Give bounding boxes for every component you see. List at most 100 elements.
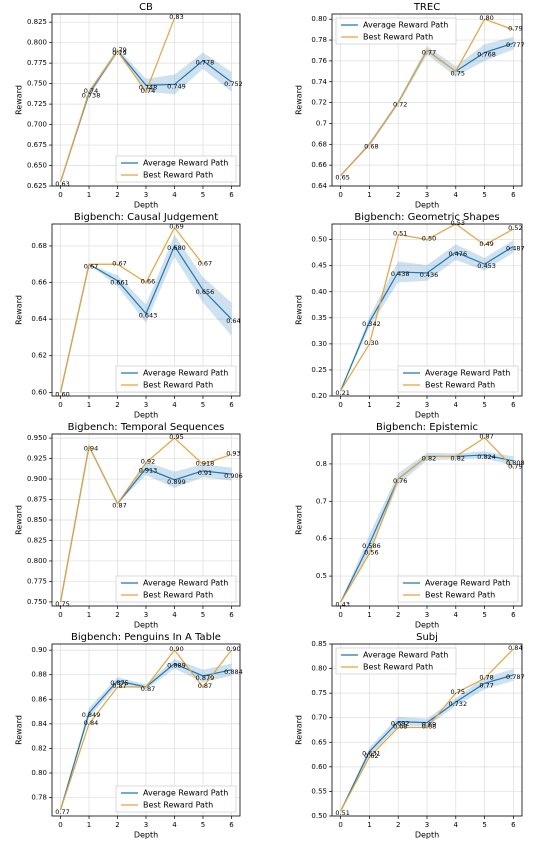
- y-tick-label: 0.25: [311, 366, 327, 374]
- y-tick-label: 0.900: [27, 475, 47, 483]
- y-tick-label: 0.5: [316, 572, 327, 580]
- data-label: 0.78: [479, 673, 493, 681]
- x-tick-label: 0: [338, 401, 342, 409]
- series-line: [340, 245, 514, 392]
- x-tick-label: 4: [454, 821, 459, 829]
- x-tick-label: 3: [144, 821, 148, 829]
- x-tick-label: 5: [482, 611, 486, 619]
- x-tick-label: 2: [396, 821, 400, 829]
- legend-label: Average Reward Path: [143, 579, 228, 588]
- y-tick-label: 0.750: [27, 80, 47, 88]
- legend-label: Best Reward Path: [143, 591, 213, 600]
- legend-label: Best Reward Path: [143, 801, 213, 810]
- x-tick-label: 3: [425, 821, 429, 829]
- y-tick-label: 0.90: [31, 646, 47, 654]
- y-axis-label: Reward: [15, 295, 24, 325]
- series-line: [340, 436, 514, 603]
- y-tick-label: 0.86: [31, 695, 47, 703]
- x-tick-label: 2: [115, 821, 119, 829]
- x-tick-label: 6: [229, 401, 234, 409]
- subplot: Bigbench: Epistemic 0.5 0.6 0.7 0.8 0 1 2 3 4 5 6 De…: [295, 422, 525, 630]
- legend-label: Best Reward Path: [143, 171, 213, 180]
- y-tick-label: 0.775: [27, 577, 47, 585]
- x-tick-label: 1: [87, 401, 91, 409]
- x-tick-label: 6: [229, 611, 234, 619]
- y-axis-label: Reward: [15, 505, 24, 535]
- x-tick-label: 3: [144, 401, 148, 409]
- data-label: 0.738: [82, 91, 101, 99]
- data-label: 0.884: [224, 668, 243, 676]
- y-tick-label: 0.85: [311, 640, 327, 648]
- subplot: Bigbench: Geometric Shapes 0.20 0.25 0.30 0.…: [295, 212, 525, 420]
- subplot-title: Bigbench: Epistemic: [376, 422, 478, 433]
- y-tick-label: 0.700: [27, 121, 47, 129]
- subplot-title: Bigbench: Penguins In A Table: [71, 632, 221, 643]
- data-label: 0.748: [139, 83, 158, 91]
- y-tick-label: 0.7: [316, 497, 327, 505]
- data-label: 0.75: [55, 600, 69, 608]
- subplot: TREC 0.64 0.66 0.68 0.7 0.72 0.74 0.76 0.78 0.80 0…: [295, 2, 525, 210]
- data-label: 0.52: [508, 224, 522, 232]
- y-tick-label: 0.850: [27, 516, 47, 524]
- legend-box: [335, 647, 457, 675]
- x-tick-label: 0: [58, 401, 62, 409]
- data-label: 0.918: [196, 459, 215, 467]
- plot-frame: [331, 13, 523, 187]
- data-label: 0.889: [167, 662, 186, 670]
- x-tick-label: 2: [396, 611, 400, 619]
- data-label: 0.82: [422, 454, 436, 462]
- data-label: 0.67: [84, 262, 98, 270]
- legend-label: Best Reward Path: [363, 663, 433, 672]
- legend-box: [115, 785, 237, 813]
- series-line: [340, 18, 514, 176]
- x-axis-label: Depth: [415, 621, 439, 630]
- data-label: 0.21: [335, 389, 349, 397]
- legend-label: Average Reward Path: [425, 579, 510, 588]
- data-label: 0.75: [451, 69, 465, 77]
- x-tick-label: 6: [229, 821, 234, 829]
- data-label: 0.82: [451, 454, 465, 462]
- y-tick-label: 0.20: [311, 392, 327, 400]
- data-label: 0.487: [506, 244, 525, 252]
- subplot-title: TREC: [413, 2, 440, 13]
- data-label: 0.476: [448, 250, 467, 258]
- data-label: 0.906: [224, 472, 243, 480]
- data-label: 0.79: [112, 49, 126, 57]
- y-axis-label: Reward: [15, 715, 24, 745]
- data-label: 0.643: [139, 312, 158, 320]
- x-tick-label: 3: [425, 401, 429, 409]
- y-tick-label: 0.62: [31, 352, 47, 360]
- data-label: 0.80: [479, 14, 493, 22]
- y-tick-label: 0.8: [316, 460, 327, 468]
- data-label: 0.808: [506, 459, 525, 467]
- y-tick-label: 0.800: [27, 39, 47, 47]
- x-tick-label: 1: [87, 191, 91, 199]
- x-tick-label: 5: [201, 611, 205, 619]
- data-label: 0.824: [477, 453, 496, 461]
- y-tick-label: 0.64: [31, 315, 47, 323]
- data-label: 0.778: [196, 59, 215, 67]
- legend-label: Average Reward Path: [143, 789, 228, 798]
- x-tick-label: 6: [511, 821, 516, 829]
- data-label: 0.67: [112, 259, 126, 267]
- x-tick-label: 3: [425, 611, 429, 619]
- data-label: 0.77: [55, 808, 69, 816]
- plot-frame: [51, 223, 241, 397]
- subplot: Subj 0.50 0.55 0.60 0.65 0.70 0.75 0.80 0.85 0 1 2 3…: [295, 632, 525, 840]
- data-label: 0.64: [226, 317, 240, 325]
- data-label: 0.84: [508, 644, 522, 652]
- data-label: 0.342: [362, 320, 381, 328]
- data-label: 0.67: [198, 259, 212, 267]
- x-tick-label: 1: [367, 611, 371, 619]
- data-label: 0.777: [506, 41, 525, 49]
- data-label: 0.49: [479, 240, 493, 248]
- y-tick-label: 0.68: [311, 140, 327, 148]
- series-line: [340, 674, 514, 812]
- y-tick-label: 0.825: [27, 536, 47, 544]
- data-label: 0.631: [362, 750, 381, 758]
- y-tick-label: 0.750: [27, 598, 47, 606]
- x-tick-label: 0: [338, 191, 342, 199]
- x-tick-label: 6: [511, 191, 516, 199]
- data-label: 0.87: [112, 682, 126, 690]
